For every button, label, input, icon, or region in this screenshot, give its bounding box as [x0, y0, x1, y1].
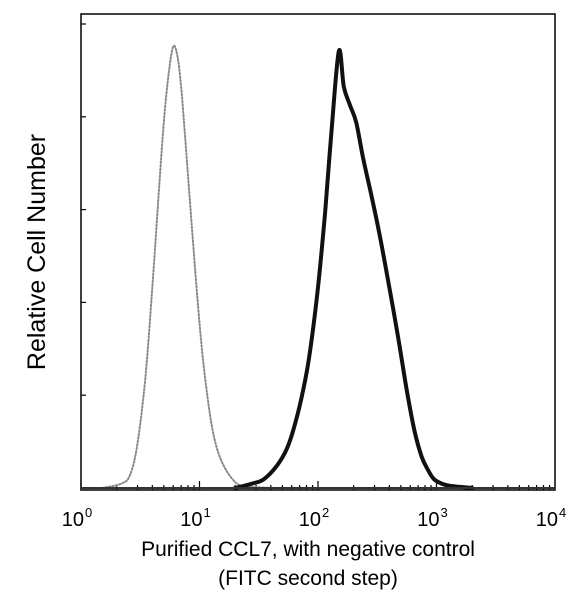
x-tick-label: 104 — [536, 505, 566, 531]
x-tick-label: 102 — [299, 505, 329, 531]
plot-frame — [80, 13, 556, 491]
series-layer — [81, 44, 555, 490]
y-axis-title: Relative Cell Number — [23, 134, 51, 370]
x-tick-label: 101 — [180, 505, 210, 531]
x-axis-title-line1: Purified CCL7, with negative control — [141, 538, 475, 561]
series-line-ccl7 — [233, 47, 475, 490]
x-tick-label: 103 — [417, 505, 447, 531]
x-tick-labels: 100 101 102 103 104 — [62, 505, 566, 531]
x-axis-title-line2: (FITC second step) — [218, 567, 398, 590]
series-line-negative-control — [100, 44, 272, 489]
x-tick-label: 100 — [62, 505, 92, 531]
